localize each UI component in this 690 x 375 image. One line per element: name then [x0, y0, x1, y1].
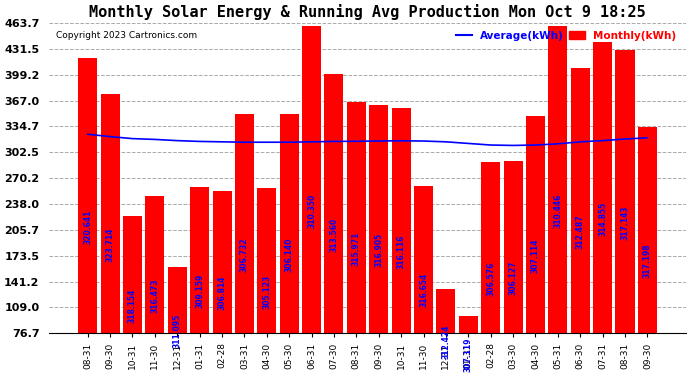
Bar	[257, 188, 276, 375]
Title: Monthly Solar Energy & Running Avg Production Mon Oct 9 18:25: Monthly Solar Energy & Running Avg Produ…	[89, 4, 646, 20]
Bar	[526, 116, 545, 375]
Text: 318.154: 318.154	[128, 288, 137, 322]
Bar	[504, 160, 522, 375]
Text: 309.159: 309.159	[195, 274, 204, 308]
Text: 317.143: 317.143	[620, 205, 629, 240]
Text: 314.855: 314.855	[598, 201, 607, 236]
Text: 316.905: 316.905	[374, 232, 383, 267]
Bar	[279, 114, 299, 375]
Bar	[593, 42, 612, 375]
Bar	[549, 26, 567, 375]
Text: 307.114: 307.114	[531, 238, 540, 273]
Bar	[459, 315, 477, 375]
Bar	[638, 127, 657, 375]
Bar	[414, 186, 433, 375]
Bar	[347, 102, 366, 375]
Text: 305.123: 305.123	[262, 274, 271, 309]
Bar	[168, 267, 187, 375]
Text: 320.641: 320.641	[83, 209, 92, 244]
Text: 315.971: 315.971	[352, 231, 361, 266]
Text: 312.487: 312.487	[575, 214, 584, 249]
Text: 306.814: 306.814	[217, 276, 226, 310]
Bar	[213, 191, 232, 375]
Bar	[123, 216, 142, 375]
Text: 323.714: 323.714	[106, 227, 115, 262]
Bar	[571, 68, 590, 375]
Bar	[302, 26, 321, 375]
Bar	[615, 50, 635, 375]
Bar	[324, 74, 344, 375]
Text: 313.560: 313.560	[329, 217, 339, 252]
Text: 317.198: 317.198	[643, 244, 652, 278]
Text: 310.446: 310.446	[553, 193, 562, 228]
Text: Copyright 2023 Cartronics.com: Copyright 2023 Cartronics.com	[56, 31, 197, 40]
Text: 306.576: 306.576	[486, 261, 495, 296]
Text: 306.732: 306.732	[240, 237, 249, 272]
Bar	[392, 108, 411, 375]
Bar	[101, 94, 119, 375]
Text: 312.424: 312.424	[442, 325, 451, 359]
Text: 306.140: 306.140	[285, 237, 294, 272]
Bar	[235, 114, 254, 375]
Text: 316.654: 316.654	[419, 273, 428, 308]
Legend: Average(kWh), Monthly(kWh): Average(kWh), Monthly(kWh)	[452, 27, 680, 45]
Text: 316.473: 316.473	[150, 278, 159, 313]
Bar	[190, 187, 209, 375]
Text: 311.095: 311.095	[172, 314, 181, 348]
Bar	[369, 105, 388, 375]
Bar	[481, 162, 500, 375]
Bar	[78, 58, 97, 375]
Bar	[146, 196, 164, 375]
Bar	[436, 289, 455, 375]
Text: 310.350: 310.350	[307, 193, 316, 228]
Text: 316.116: 316.116	[397, 234, 406, 268]
Text: 307.119: 307.119	[464, 338, 473, 372]
Text: 306.127: 306.127	[509, 261, 518, 295]
